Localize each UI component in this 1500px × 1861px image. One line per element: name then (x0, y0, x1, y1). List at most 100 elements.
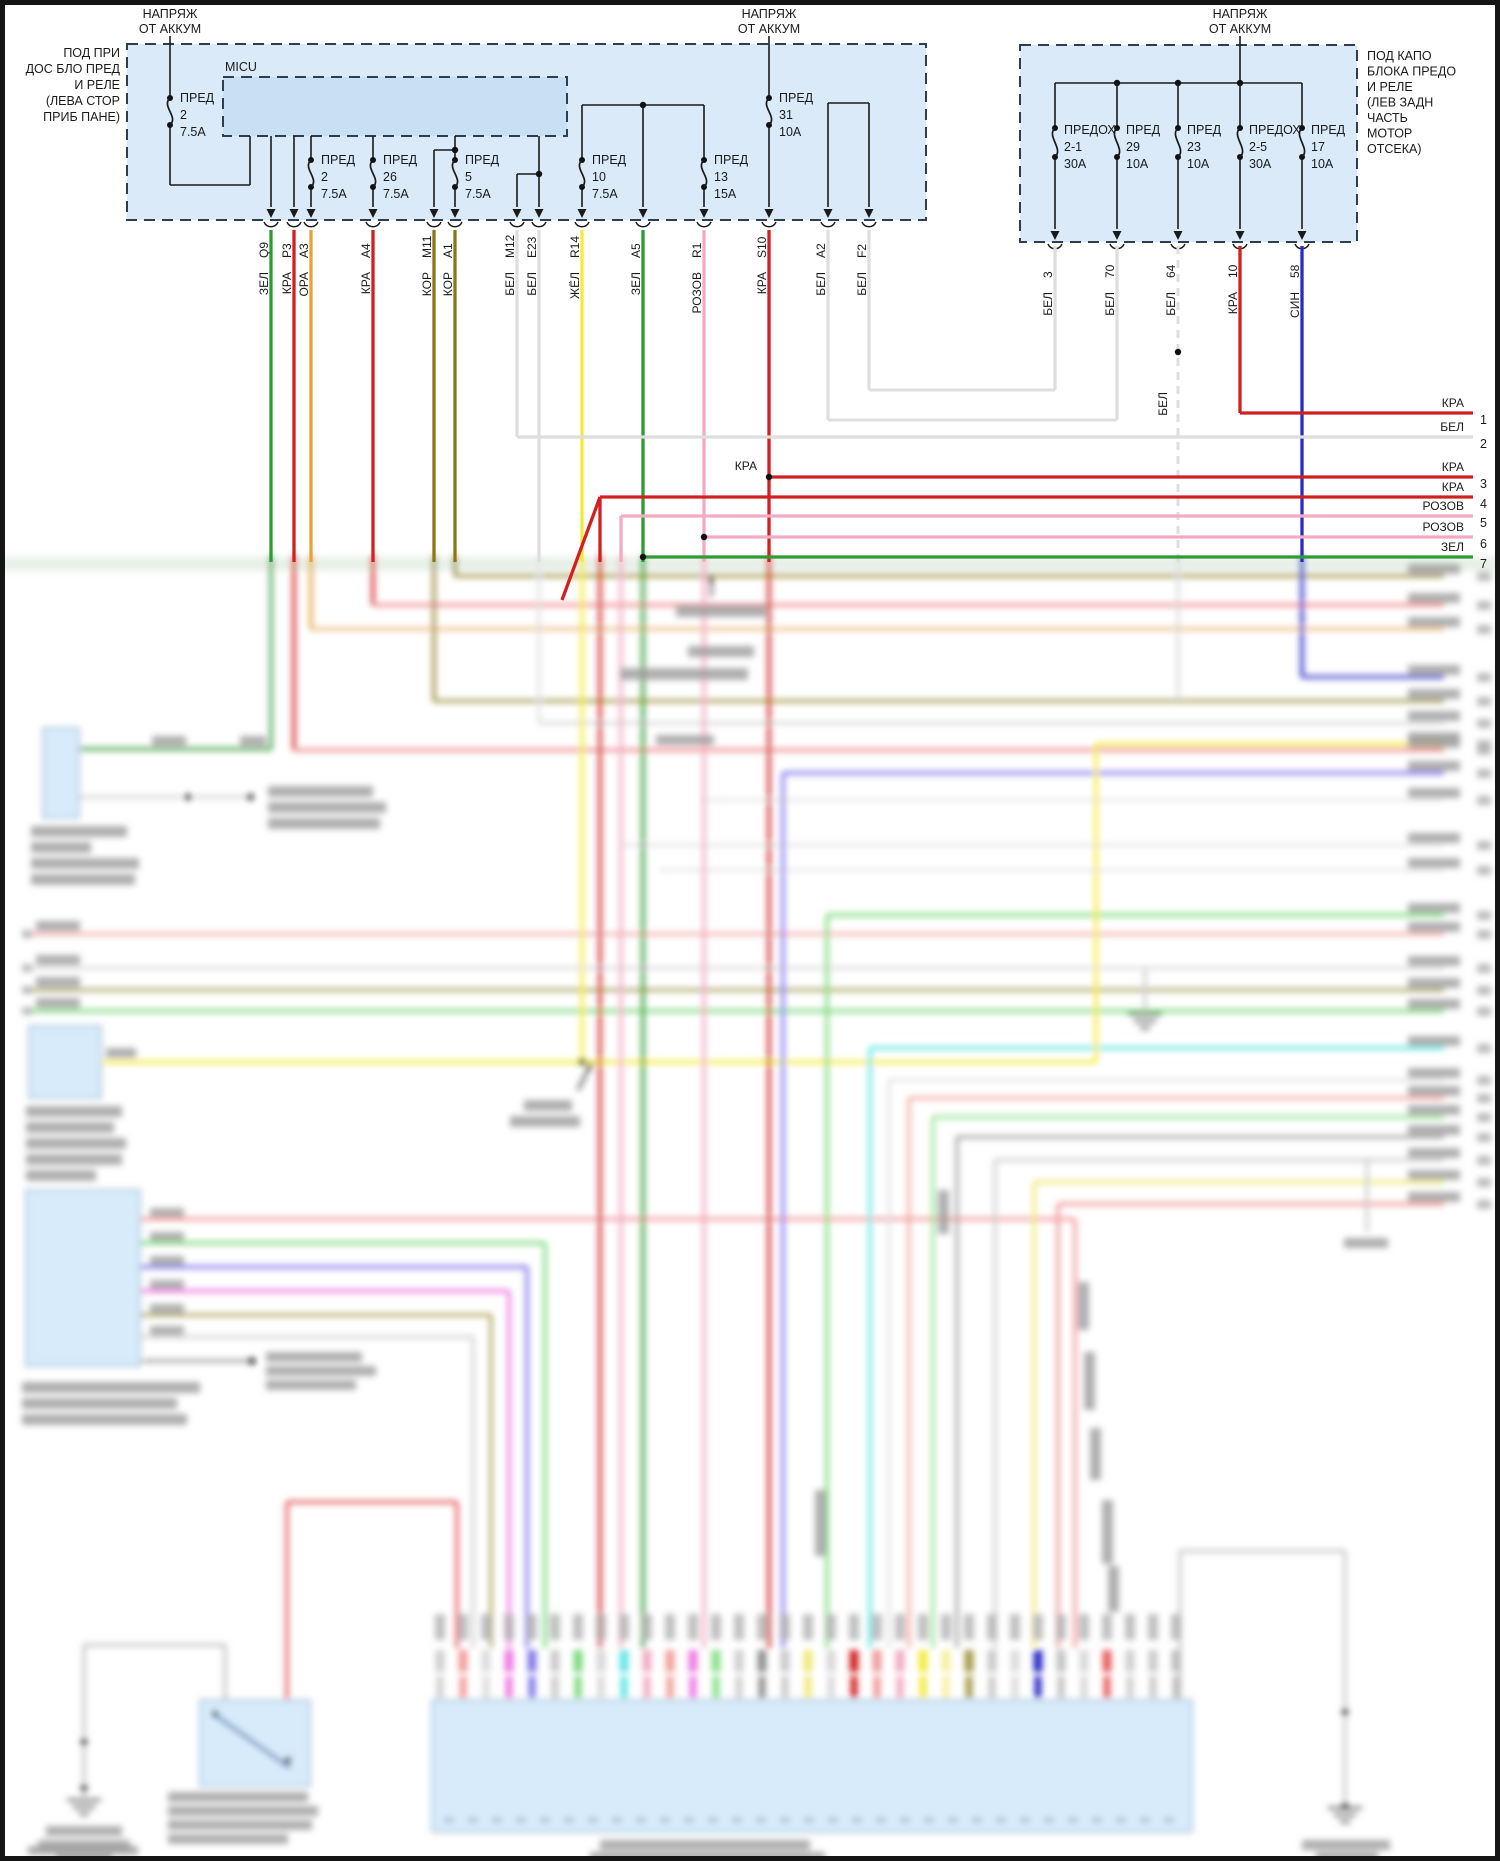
blurred-text-blob (31, 842, 91, 853)
connector-pin-stub (734, 1650, 744, 1672)
fuse-label: ПРЕД (383, 153, 418, 167)
blurred-text-blob (22, 1414, 187, 1425)
connector-pin-stub (459, 1676, 467, 1698)
connector-pin-stub (597, 1676, 605, 1698)
blurred-text-blob (1084, 1352, 1095, 1410)
pin-id-label: 3 (1041, 271, 1055, 278)
wire-КРА (560, 496, 602, 601)
left-box-location-label: ПРИБ ПАНЕ) (43, 110, 120, 124)
fuse-label: ПРЕДОХ (1064, 123, 1116, 137)
fuse-label: 2 (321, 170, 328, 184)
connector-tick (924, 1818, 934, 1822)
fuse-label: 10А (1187, 157, 1210, 171)
connector-pin-stub (596, 1650, 606, 1672)
pin-id-label: Q9 (257, 242, 271, 258)
blurred-text-blob (150, 1256, 184, 1265)
micu-label: MICU (225, 60, 257, 74)
micu-box (222, 76, 568, 137)
connector-pin-stub (436, 1676, 444, 1698)
connector-pin-stub (711, 1650, 721, 1672)
battery-voltage-label: НАПРЯЖ (143, 7, 198, 21)
blurred-row-number-blob (1477, 1133, 1491, 1142)
blurred-component-box (25, 1189, 141, 1367)
fuse-label: 2 (180, 108, 187, 122)
fuse-label: 17 (1311, 140, 1325, 154)
pin-id-label: M11 (420, 235, 434, 258)
connector-tick (972, 1818, 982, 1822)
blurred-wire-label-blob (1408, 593, 1460, 603)
pin-id-label: A3 (297, 243, 311, 258)
blurred-row-number-blob (1477, 746, 1491, 755)
wire-color-label: РОЗОВ (690, 272, 704, 314)
blurred-pin-label-blob (849, 1614, 859, 1640)
fuse-label: ПРЕД (321, 153, 356, 167)
blurred-pin-label-blob (596, 1614, 606, 1640)
blurred-row-number-blob (1477, 911, 1491, 920)
fuse-label: 2-5 (1249, 140, 1267, 154)
fuse-label: 23 (1187, 140, 1201, 154)
blurred-text-blob (150, 1304, 184, 1313)
blurred-pin-label-blob (458, 1614, 468, 1640)
wire-color-label: БЕЛ (855, 272, 869, 296)
row-color-label: КРА (1442, 480, 1464, 494)
connector-pin-stub (987, 1650, 997, 1672)
fuse-symbol-icon (1174, 127, 1182, 158)
connector-pin-stub (780, 1650, 790, 1672)
connector-pin-stub (803, 1650, 813, 1672)
blurred-text-blob (168, 1792, 308, 1802)
blurred-text-blob (268, 818, 380, 829)
right-box-location-label: (ЛЕВ ЗАДН (1367, 96, 1433, 110)
fuse-label: ПРЕД (592, 153, 627, 167)
arrow-down-icon (1112, 231, 1122, 240)
connector-pin-stub (1034, 1676, 1042, 1698)
connector-pin-stub (1125, 1650, 1135, 1672)
fuse-label: ПРЕД (779, 91, 814, 105)
connector-tick (948, 1818, 958, 1822)
connector-arc-icon (861, 221, 877, 228)
blurred-wire-label-blob (1408, 833, 1460, 843)
connector-pin-stub (504, 1650, 514, 1672)
blurred-wire-label-blob (36, 998, 80, 1008)
blurred-pin-label-blob (964, 1614, 974, 1640)
junction-dot (639, 101, 647, 109)
blurred-text-blob (1102, 1500, 1113, 1564)
fuse-label: ПРЕД (1187, 123, 1222, 137)
blurred-pin-label-blob (872, 1614, 882, 1640)
blurred-pin-label-blob (550, 1614, 560, 1640)
connector-pin-stub (619, 1650, 629, 1672)
connector-pin-stub (850, 1676, 858, 1698)
blurred-component-box (28, 1025, 102, 1099)
fuse-label: ПРЕД (1311, 123, 1346, 137)
row-source-label: КРА (735, 459, 757, 473)
blurred-text-blob (524, 1100, 572, 1111)
connector-tick (492, 1818, 502, 1822)
fuse-label: 30А (1064, 157, 1087, 171)
connector-pin-stub (642, 1650, 652, 1672)
right-box-location-label: ЧАСТЬ (1367, 111, 1408, 125)
blurred-text-blob (106, 1048, 136, 1058)
wire-color-label: ЗЕЛ (257, 272, 271, 295)
blurred-text-blob (152, 736, 186, 746)
blurred-pin-label-blob (803, 1614, 813, 1640)
blurred-text-blob (22, 1382, 200, 1393)
fuse-symbol-icon (765, 97, 773, 126)
junction-dot (765, 473, 773, 481)
connector-tick (564, 1818, 574, 1822)
blurred-text-blob (688, 646, 754, 657)
blurred-junction-dot (246, 793, 254, 801)
arrow-down-icon (1173, 231, 1183, 240)
right-box-location-label: ОТСЕКА) (1367, 142, 1422, 156)
connector-pin-stub (435, 1650, 445, 1672)
blurred-row-number-blob (1477, 1200, 1491, 1209)
wire-color-label: БЕЛ (525, 272, 539, 296)
connector-pin-stub (872, 1650, 882, 1672)
wire-color-label: ЖЁЛ (568, 272, 582, 299)
connector-arc-icon (696, 221, 712, 228)
blurred-pin-label-blob (435, 1614, 445, 1640)
connector-pin-stub (735, 1676, 743, 1698)
pin-id-label: A4 (359, 243, 373, 258)
blurred-text-blob (31, 874, 135, 885)
blurred-pin-label-blob (918, 1614, 928, 1640)
connector-pin-stub (1172, 1676, 1180, 1698)
connector-pin-stub (505, 1676, 513, 1698)
